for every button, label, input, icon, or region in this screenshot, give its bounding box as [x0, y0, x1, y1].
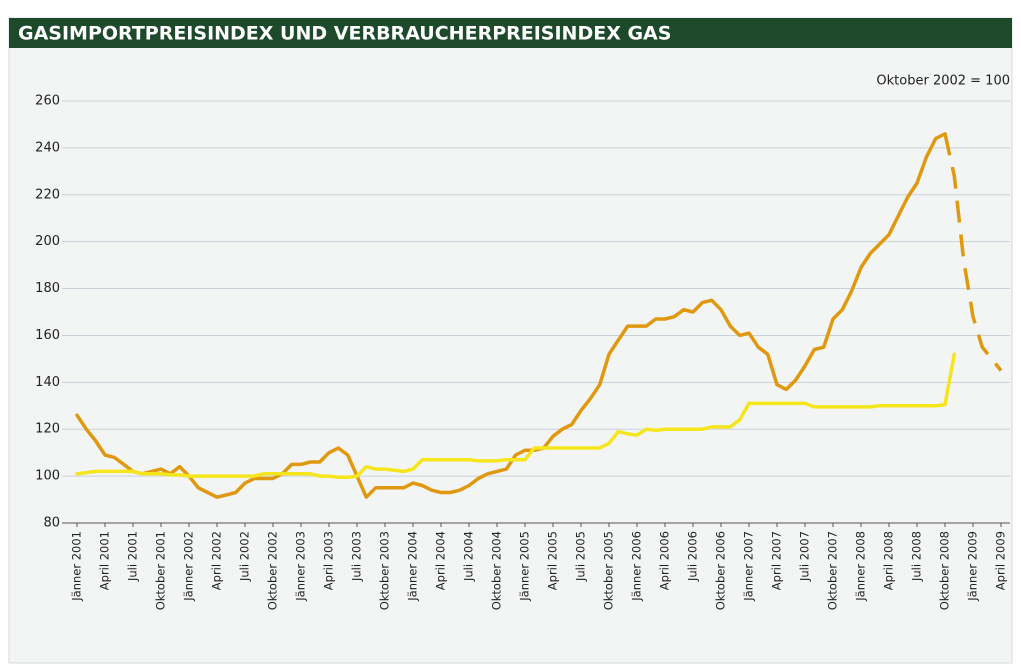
x-tick-label: Oktober 2003 — [378, 531, 392, 610]
y-tick-label: 120 — [35, 422, 60, 437]
y-tick-label: 180 — [35, 281, 60, 296]
x-tick-label: Jänner 2006 — [630, 531, 644, 602]
y-tick-label: 100 — [35, 469, 60, 484]
x-tick-label: Jänner 2009 — [966, 531, 980, 602]
x-tick-label: April 2009 — [994, 531, 1008, 590]
y-tick-label: 160 — [35, 328, 60, 343]
x-tick-label: Juli 2003 — [350, 531, 364, 582]
x-tick-label: Jänner 2005 — [518, 531, 532, 602]
x-tick-label: Juli 2007 — [798, 531, 812, 582]
series-line — [75, 132, 947, 499]
x-tick-label: Jänner 2004 — [406, 531, 420, 602]
y-tick-label: 200 — [35, 234, 60, 249]
title-bar — [9, 18, 1012, 48]
x-tick-label: April 2002 — [210, 531, 224, 590]
x-tick-label: April 2003 — [322, 531, 336, 590]
y-tick-label: 260 — [35, 94, 60, 109]
x-tick-label: Juli 2006 — [686, 531, 700, 582]
x-tick-label: Jänner 2002 — [182, 531, 196, 602]
x-tick-label: Oktober 2001 — [154, 531, 168, 610]
x-tick-label: Oktober 2005 — [602, 531, 616, 610]
x-tick-label: Oktober 2004 — [490, 531, 504, 610]
x-tick-label: Juli 2002 — [238, 531, 252, 582]
x-tick-label: Jänner 2001 — [70, 531, 84, 602]
x-tick-label: Oktober 2008 — [938, 531, 952, 610]
x-tick-label: Juli 2001 — [126, 531, 140, 582]
x-tick-label: Oktober 2007 — [826, 531, 840, 610]
x-tick-label: Jänner 2007 — [742, 531, 756, 602]
chart-title: GASIMPORTPREISINDEX UND VERBRAUCHERPREIS… — [18, 23, 671, 45]
x-tick-label: April 2005 — [546, 531, 560, 590]
x-tick-label: April 2006 — [658, 531, 672, 590]
x-tick-label: April 2004 — [434, 531, 448, 590]
x-tick-label: Jänner 2008 — [854, 531, 868, 602]
x-tick-label: Oktober 2002 — [266, 531, 280, 610]
annotation: Oktober 2002 = 100 — [876, 74, 1010, 89]
y-tick-label: 220 — [35, 187, 60, 202]
y-tick-label: 140 — [35, 375, 60, 390]
x-tick-label: April 2007 — [770, 531, 784, 590]
y-tick-label: 80 — [43, 516, 60, 531]
x-tick-label: Jänner 2003 — [294, 531, 308, 602]
panel — [8, 17, 1013, 664]
y-tick-label: 240 — [35, 140, 60, 155]
series-line — [943, 133, 1003, 372]
x-tick-label: April 2001 — [98, 531, 112, 590]
x-tick-label: April 2008 — [882, 531, 896, 590]
x-tick-label: Juli 2004 — [462, 531, 476, 582]
x-tick-label: Oktober 2006 — [714, 531, 728, 610]
x-tick-label: Juli 2005 — [574, 531, 588, 582]
series-line — [75, 352, 957, 480]
x-tick-label: Juli 2008 — [910, 531, 924, 582]
